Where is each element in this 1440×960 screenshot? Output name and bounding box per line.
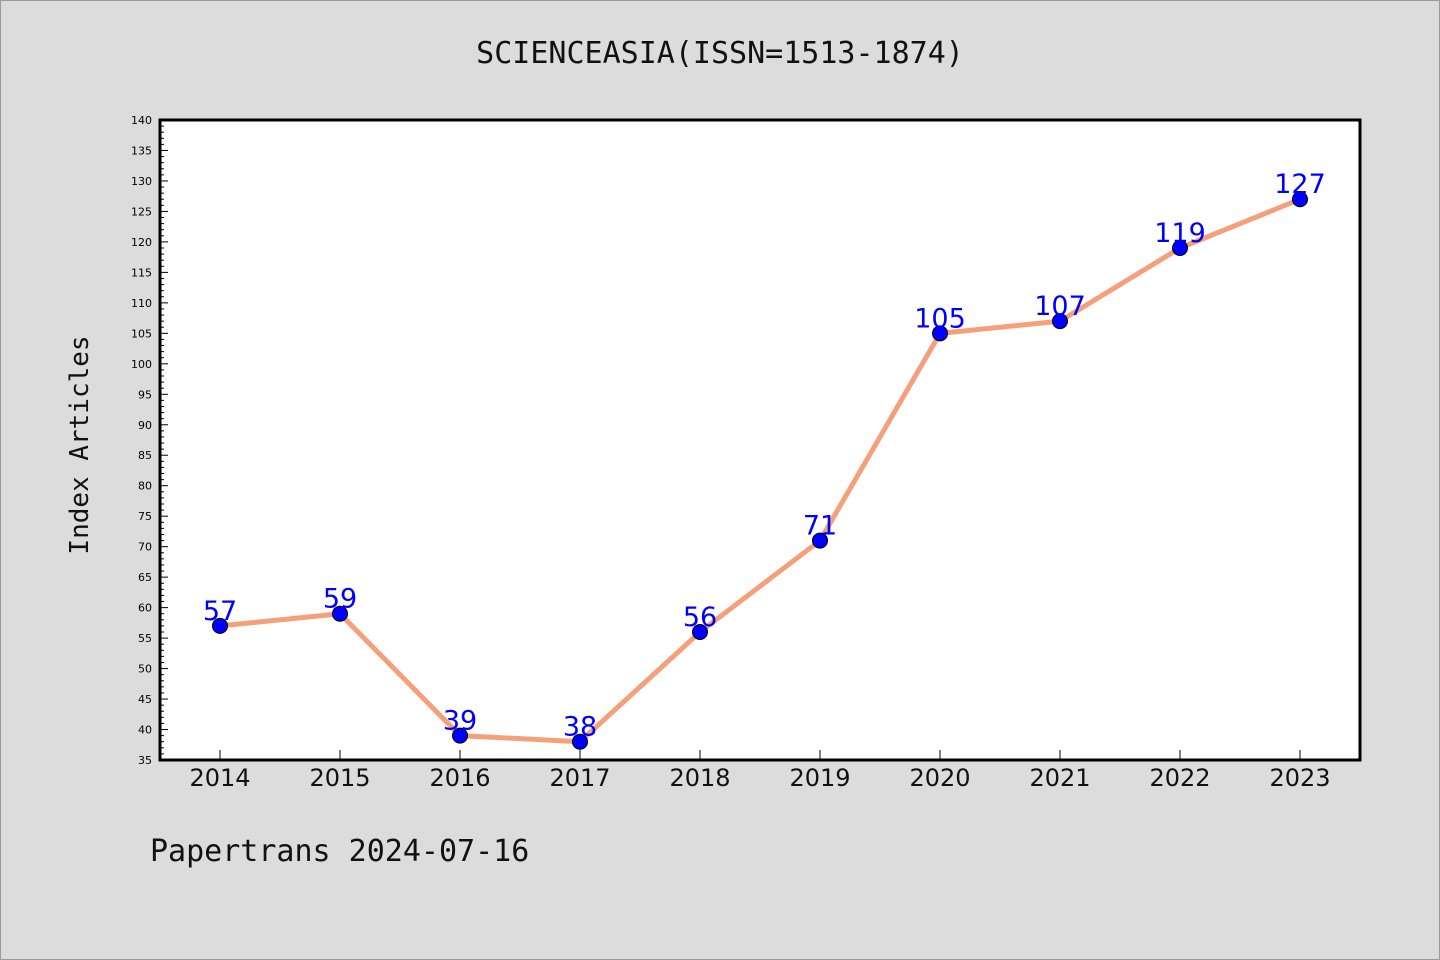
x-tick-label: 2018	[669, 764, 730, 792]
y-tick-label: 95	[138, 388, 152, 401]
data-point	[692, 624, 708, 640]
data-label: 57	[203, 596, 237, 627]
data-point	[812, 532, 828, 549]
data-label: 39	[443, 706, 477, 737]
data-label: 59	[323, 584, 357, 615]
data-label: 71	[803, 511, 837, 542]
y-tick-label: 135	[131, 144, 152, 157]
data-label: 119	[1154, 218, 1206, 249]
y-tick-label: 60	[138, 602, 152, 615]
x-tick-label: 2022	[1149, 764, 1210, 792]
data-label: 105	[914, 303, 966, 334]
series-line	[219, 196, 1301, 745]
y-tick-label: 65	[138, 571, 152, 584]
y-tick-label: 115	[131, 266, 152, 279]
y-tick-label: 50	[138, 663, 152, 676]
data-label: 38	[563, 712, 597, 743]
y-tick-label: 85	[138, 449, 152, 462]
x-tick-label: 2023	[1269, 764, 1330, 792]
y-tick-label: 55	[138, 632, 152, 645]
y-tick-label: 40	[138, 724, 152, 737]
x-tick-label: 2019	[789, 764, 850, 792]
x-tick-label: 2017	[549, 764, 610, 792]
x-tick-label: 2020	[909, 764, 970, 792]
y-tick-label: 105	[131, 327, 152, 340]
y-tick-label: 120	[131, 236, 152, 249]
x-axis: 2014 2015 2016 2017 2018 2019 2020 2021 2022 2023	[189, 750, 1331, 792]
x-tick-label: 2014	[189, 764, 250, 792]
data-point	[1292, 191, 1308, 208]
data-label: 56	[683, 602, 717, 633]
plot-area	[158, 118, 1362, 762]
y-tick-label: 130	[131, 175, 152, 188]
footer-credit: Papertrans 2024-07-16	[150, 834, 530, 869]
data-point	[1052, 313, 1068, 330]
y-tick-label: 110	[131, 297, 152, 310]
series-group: 57 59 39 38 56 71 105 107 119 127	[203, 169, 1326, 750]
y-tick-label: 90	[138, 419, 152, 432]
y-tick-label: 70	[138, 541, 152, 554]
x-tick-label: 2021	[1029, 764, 1090, 792]
x-tick-label: 2015	[309, 764, 370, 792]
y-tick-label: 125	[131, 205, 152, 218]
data-point	[452, 727, 468, 744]
data-point	[332, 605, 348, 622]
data-point	[212, 617, 228, 634]
data-label: 107	[1034, 291, 1086, 322]
y-tick-label: 80	[138, 480, 152, 493]
data-point	[1172, 240, 1188, 256]
data-label: 127	[1274, 169, 1326, 200]
chart-title: SCIENCEASIA(ISSN=1513-1874)	[476, 36, 964, 71]
x-tick-label: 2016	[429, 764, 490, 792]
data-point	[572, 733, 588, 750]
y-tick-label: 45	[138, 693, 152, 706]
y-tick-label: 100	[131, 358, 152, 371]
y-tick-label: 140	[131, 114, 152, 127]
y-axis: 35 40 45 50 55 60 65 70 75 80 85 90 95 100 105 110 115 12…	[131, 114, 168, 767]
y-tick-label: 75	[138, 510, 152, 523]
y-tick-label: 35	[138, 754, 152, 767]
data-point	[932, 325, 948, 342]
